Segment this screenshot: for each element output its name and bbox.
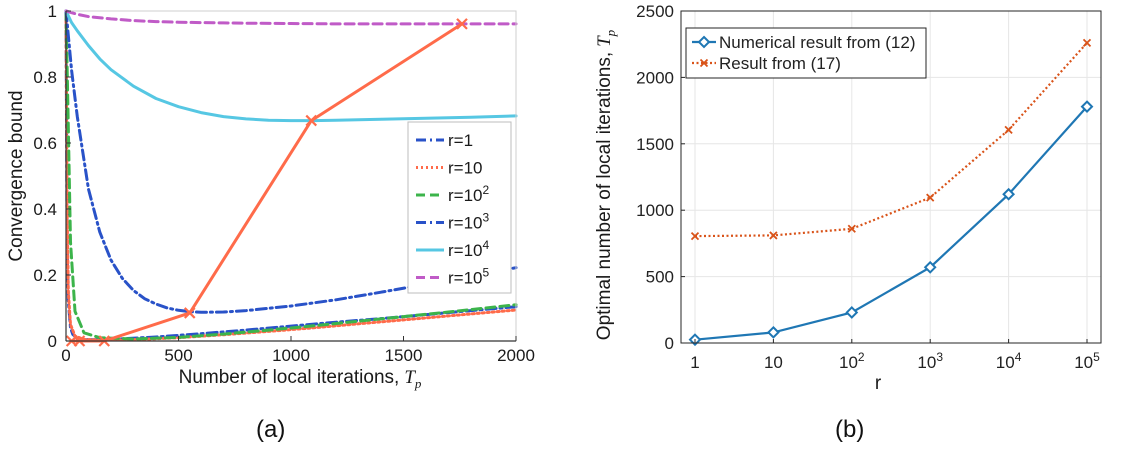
legend-label-a: r=102	[448, 183, 490, 205]
legend-label-a: r=103	[448, 211, 490, 233]
x-tick-label-a: 2000	[497, 346, 535, 365]
y-tick-label-b: 1000	[636, 201, 674, 220]
data-point-diamond	[845, 306, 859, 319]
x-tick-label-b: 102	[839, 350, 865, 372]
data-point-x	[1082, 38, 1092, 48]
y-axis-label-a: Convergence bound	[6, 90, 27, 261]
chart-b: 1 10 102 103 104 105 0 500 1000 1500 2000 2500 r Opti…	[594, 2, 1102, 394]
legend-box-b	[685, 27, 927, 79]
y-tick-label-a: 1	[48, 2, 57, 21]
legend-label-a: r=104	[448, 238, 490, 260]
y-tick-label-a: 0.6	[33, 134, 57, 153]
y-tick-label-b: 0	[665, 334, 674, 353]
legend-label-a: r=1	[448, 131, 473, 150]
data-point-diamond	[1080, 100, 1094, 114]
x-tick-label-b: 103	[917, 350, 943, 372]
y-tick-label-a: 0.4	[33, 200, 57, 219]
y-axis-label-b: Optimal number of local iterations,Tp	[594, 29, 618, 340]
y-tick-label-b: 500	[646, 268, 674, 287]
x-tick-label-a: 500	[164, 346, 192, 365]
legend-label-b: Numerical result from (12)	[719, 33, 916, 52]
data-point-x	[847, 224, 856, 233]
legend-marker-diamond	[697, 35, 711, 49]
legend-label-a: r=105	[448, 266, 490, 288]
optimal-point-marker	[305, 114, 318, 127]
x-tick-label-a: 1000	[272, 346, 310, 365]
y-tick-label-a: 0.8	[33, 68, 57, 87]
legend-box-a	[407, 121, 512, 294]
x-tick-label-b: 10	[764, 353, 783, 372]
x-tick-label-a: 0	[61, 346, 70, 365]
legend-b: Numerical result from (12) Result from (1…	[685, 27, 927, 79]
caption-b: (b)	[835, 416, 865, 443]
data-point-diamond	[923, 260, 937, 274]
legend-label-a: r=10	[448, 159, 483, 178]
series-line-numerical	[694, 105, 1088, 341]
data-point-x	[690, 231, 700, 241]
legend-a: r=1 r=10 r=102 r=103 r=104 r=105	[407, 121, 512, 294]
legend-marker-x	[699, 58, 709, 68]
x-tick-label-b: 104	[996, 350, 1022, 372]
caption-a: (a)	[256, 416, 286, 443]
axes-box-b	[680, 10, 1102, 344]
data-point-x	[769, 231, 778, 240]
optimal-point-marker	[183, 307, 196, 319]
y-tick-label-a: 0	[48, 332, 57, 351]
series-line-r-10-5	[64, 9, 518, 26]
data-point-diamond	[766, 325, 780, 339]
data-point-x	[1004, 125, 1013, 134]
y-tick-label-b: 1500	[636, 135, 674, 154]
chart-a: 0 500 1000 1500 2000 0 0.2 0.4 0.6 0.8 1 Number of …	[6, 2, 535, 391]
y-tick-label-b: 2000	[636, 68, 674, 87]
series-line-r-10-3	[64, 9, 518, 314]
optimal-point-marker	[456, 18, 468, 30]
x-tick-label-b: 1	[690, 353, 699, 372]
x-tick-label-b: 105	[1074, 350, 1100, 372]
legend-label-b: Result from (17)	[719, 54, 841, 73]
x-tick-label-a: 1500	[385, 346, 423, 365]
y-tick-label-b: 2500	[636, 2, 674, 21]
series-line-r-10-4	[64, 9, 518, 123]
data-point-diamond	[1002, 187, 1016, 201]
x-axis-label-b: r	[875, 373, 882, 394]
y-tick-label-a: 0.2	[33, 266, 57, 285]
data-point-x	[926, 193, 935, 202]
x-axis-label-a: Number of local iterations, Tp	[179, 367, 422, 391]
series-line-result17	[694, 42, 1088, 238]
